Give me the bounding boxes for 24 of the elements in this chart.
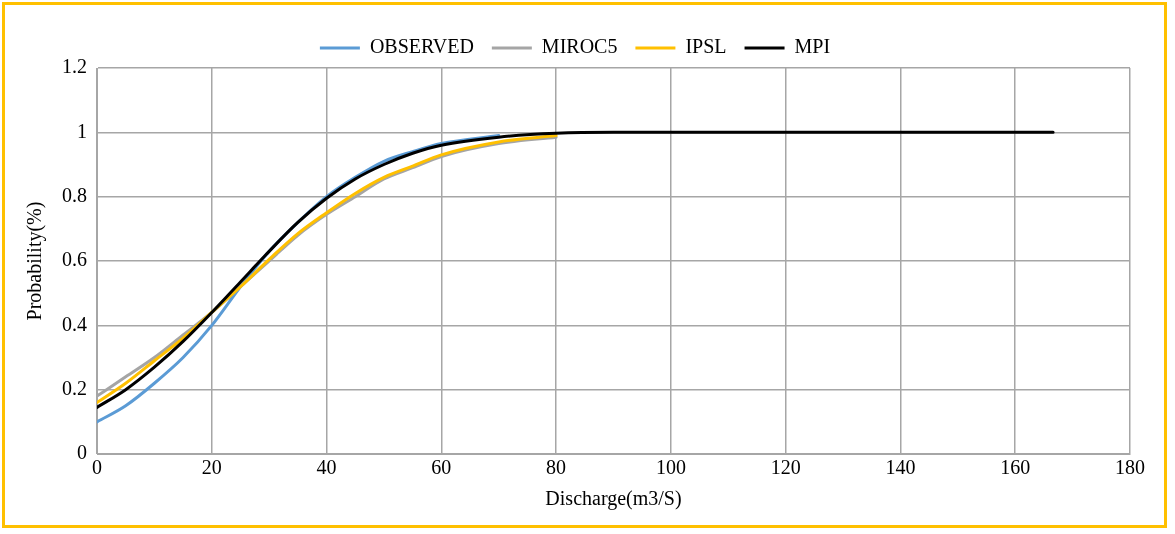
line-series: [97, 130, 1055, 409]
y-axis-title: Probability(%): [23, 201, 47, 321]
x-tick-label: 60: [431, 456, 452, 479]
x-tick-label: 180: [1115, 456, 1145, 479]
x-tick-label: 40: [316, 456, 337, 479]
x-tick-label: 20: [201, 456, 222, 479]
x-tick-label: 100: [655, 456, 686, 479]
legend-label: IPSL: [685, 35, 727, 58]
x-axis-title: Discharge(m3/S): [545, 487, 682, 511]
x-tick-label: 80: [546, 456, 567, 479]
y-tick-label: 0.8: [62, 183, 87, 206]
y-tick-label: 0: [77, 441, 87, 464]
y-tick-label: 0.4: [62, 312, 87, 335]
x-tick-label: 160: [1000, 456, 1031, 479]
x-tick-label: 140: [885, 456, 916, 479]
legend-label: OBSERVED: [369, 35, 474, 58]
y-tick-label: 1.2: [62, 55, 87, 78]
y-tick-label: 0.2: [62, 376, 87, 399]
x-tick-label: 120: [770, 456, 801, 479]
legend-label: MPI: [794, 35, 831, 58]
y-tick-label: 1: [77, 119, 87, 142]
y-tick-label: 0.6: [62, 248, 87, 271]
legend-label: MIROC5: [541, 35, 618, 58]
x-tick-label: 0: [92, 456, 102, 479]
